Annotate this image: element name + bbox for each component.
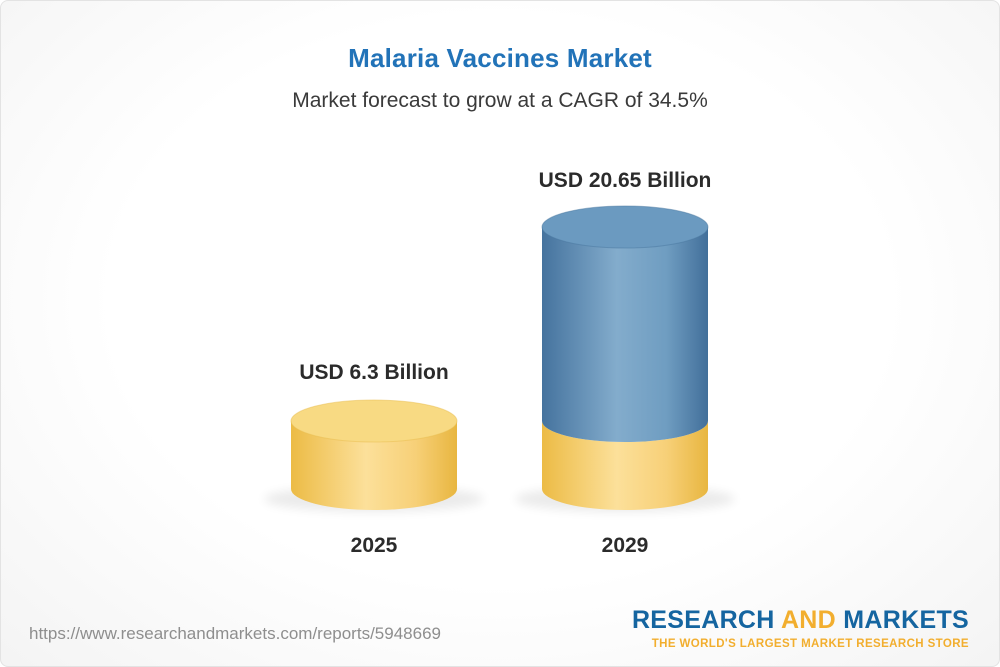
bar-2029-cylinder	[541, 205, 709, 510]
axis-label-2029: 2029	[601, 534, 649, 557]
logo-word-research: RESEARCH	[631, 606, 781, 634]
value-label-2029: USD 20.65 Billion	[538, 169, 712, 192]
chart-subtitle: Market forecast to grow at a CAGR of 34.…	[292, 89, 708, 112]
chart-title: Malaria Vaccines Market	[348, 43, 652, 73]
logo-word-and: AND	[780, 606, 837, 634]
report-url: https://www.researchandmarkets.com/repor…	[29, 624, 441, 643]
value-label-2025: USD 6.3 Billion	[299, 361, 449, 384]
logo-wordmark: RESEARCH AND MARKETS	[632, 606, 969, 635]
research-and-markets-logo: RESEARCH AND MARKETS THE WORLD'S LARGEST…	[632, 606, 969, 650]
logo-word-markets: MARKETS	[836, 606, 969, 634]
axis-label-2025: 2025	[350, 534, 398, 557]
logo-tagline: THE WORLD'S LARGEST MARKET RESEARCH STOR…	[651, 638, 969, 650]
bar-2025-cylinder	[290, 399, 458, 510]
